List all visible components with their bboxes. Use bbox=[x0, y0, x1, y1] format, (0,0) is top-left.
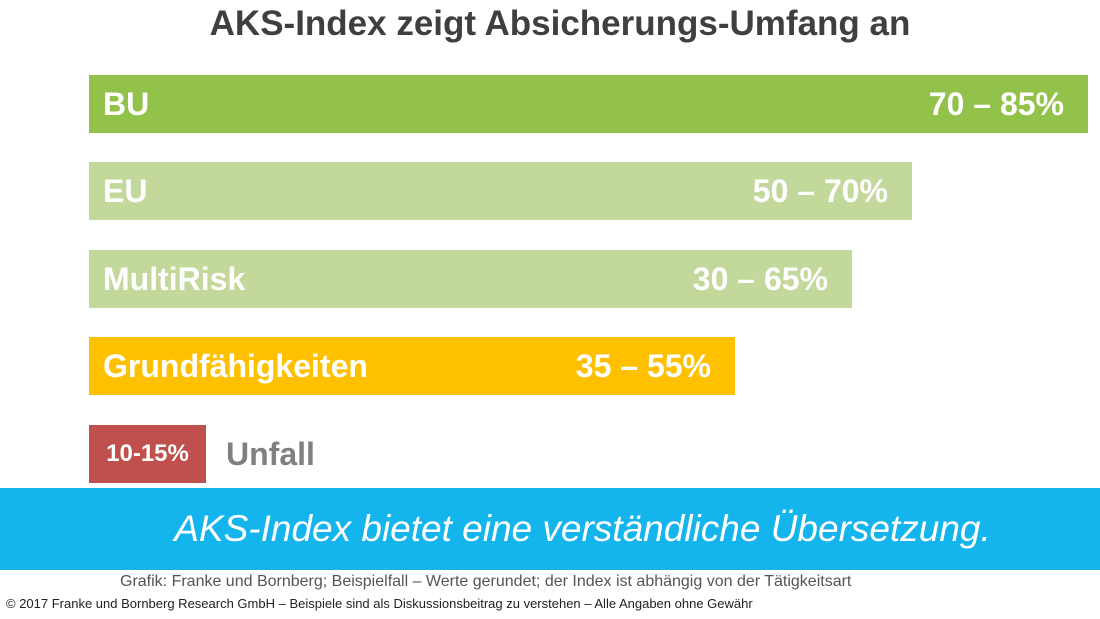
bar-unfall: Unfall 10-15% bbox=[89, 425, 315, 483]
chart-title: AKS-Index zeigt Absicherungs-Umfang an bbox=[209, 4, 911, 43]
bar-range-value: 30 – 65% bbox=[692, 261, 828, 297]
bar-eu: EU 50 – 70% bbox=[89, 162, 912, 220]
bar-range-value: 50 – 70% bbox=[752, 173, 888, 209]
banner-text: AKS-Index bietet eine verständliche Über… bbox=[174, 508, 991, 549]
bar-label: Unfall bbox=[226, 436, 315, 472]
bar-label: MultiRisk bbox=[103, 261, 246, 297]
bar-multirisk: MultiRisk 30 – 65% bbox=[89, 250, 852, 308]
bar-label: BU bbox=[103, 86, 150, 122]
summary-banner: AKS-Index bietet eine verständliche Über… bbox=[0, 488, 1100, 570]
bar-chart: BU 70 – 85% EU 50 – 70% MultiRisk 30 – 65% Gru… bbox=[89, 75, 1088, 483]
copyright-note: © 2017 Franke und Bornberg Research GmbH… bbox=[6, 596, 753, 611]
bar-range-value: 70 – 85% bbox=[928, 86, 1064, 122]
bar-range-value: 10-15% bbox=[106, 440, 189, 467]
source-note: Grafik: Franke und Bornberg; Beispielfal… bbox=[120, 573, 852, 590]
bar-label: Grundfähigkeiten bbox=[103, 348, 368, 384]
bar-range-value: 35 – 55% bbox=[575, 348, 711, 384]
bar-bu: BU 70 – 85% bbox=[89, 75, 1088, 133]
bar-grundfähigkeiten: Grundfähigkeiten 35 – 55% bbox=[89, 337, 735, 395]
bar-label: EU bbox=[103, 173, 148, 209]
